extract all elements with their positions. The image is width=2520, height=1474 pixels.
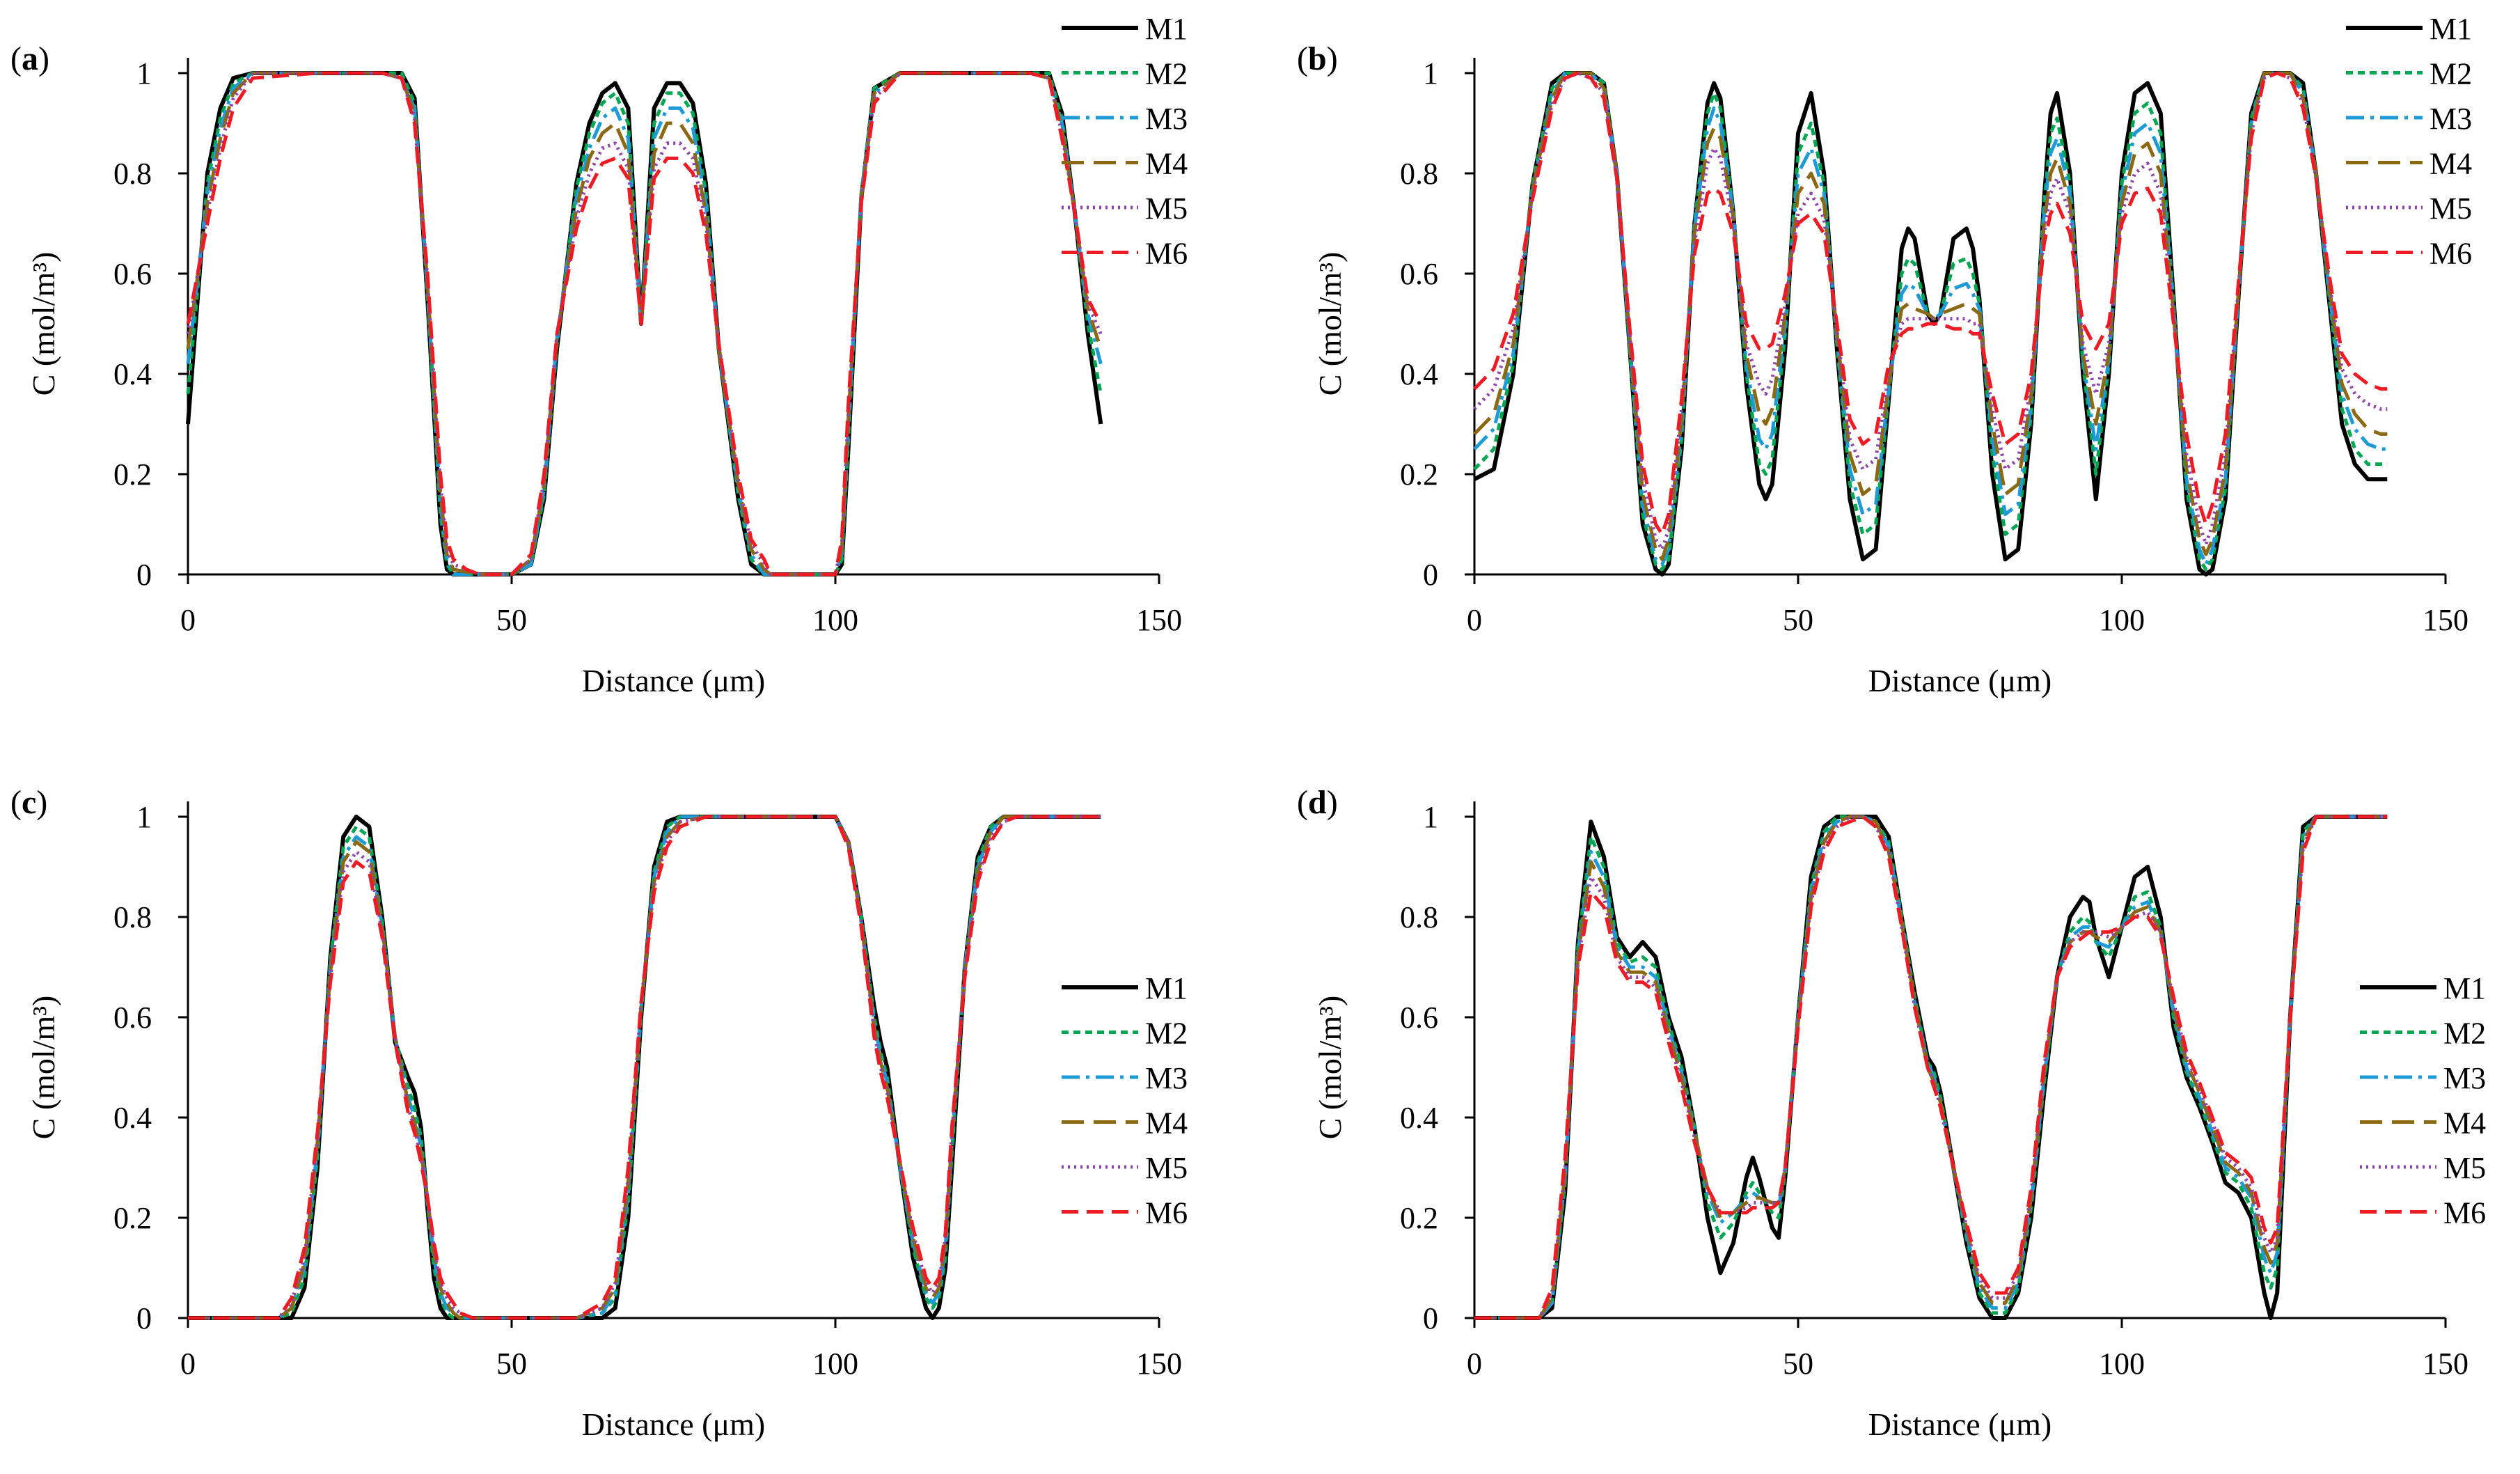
x-tick-label-d: 150 — [2423, 1347, 2468, 1381]
series-line-m4-a — [186, 71, 1103, 577]
y-tick-label-c: 0.8 — [113, 900, 152, 934]
legend-label-m3-d: M3 — [2443, 1061, 2486, 1095]
x-tick-label-b: 50 — [1783, 603, 1813, 637]
legend-label-m4-b: M4 — [2430, 147, 2472, 181]
y-tick-label-b: 1 — [1423, 56, 1438, 91]
series-line-m6-a — [186, 71, 1103, 577]
legend-label-m6-a: M6 — [1145, 237, 1188, 271]
y-tick-label-b: 0.8 — [1400, 157, 1438, 191]
x-tick-label-c: 100 — [812, 1347, 858, 1381]
series-line-m3-c — [188, 815, 1101, 1320]
series-line-m5-b — [1473, 71, 2388, 551]
legend-label-m1-a: M1 — [1145, 12, 1188, 46]
y-tick-label-a: 0.2 — [113, 457, 152, 492]
legend-label-m3-b: M3 — [2430, 102, 2472, 136]
panel-label-b: (b) — [1297, 40, 1338, 77]
y-tick-label-d: 0.8 — [1400, 900, 1438, 934]
legend-label-m5-a: M5 — [1145, 191, 1188, 226]
series-line-m3-a — [186, 71, 1103, 577]
series-line-m4-b — [1473, 71, 2388, 561]
y-tick-label-b: 0.2 — [1400, 457, 1438, 492]
legend-label-m1-b: M1 — [2430, 12, 2472, 46]
y-tick-label-c: 0 — [136, 1301, 152, 1335]
y-tick-label-d: 0.6 — [1400, 1001, 1438, 1035]
y-tick-label-d: 1 — [1423, 800, 1438, 834]
x-axis-title-c: Distance (μm) — [582, 1406, 766, 1442]
y-tick-label-b: 0.4 — [1400, 357, 1438, 391]
legend-label-m1-d: M1 — [2443, 971, 2486, 1005]
x-axis-title-b: Distance (μm) — [1868, 663, 2052, 698]
x-tick-label-b: 100 — [2099, 603, 2145, 637]
y-axis-title-c: C (mol/m³) — [26, 996, 61, 1140]
y-tick-label-d: 0.2 — [1400, 1201, 1438, 1235]
panel-label-a: (a) — [10, 40, 49, 77]
y-tick-label-a: 0.4 — [113, 357, 152, 391]
y-tick-label-c: 0.6 — [113, 1001, 152, 1035]
legend-label-m2-d: M2 — [2443, 1017, 2486, 1051]
x-tick-label-c: 150 — [1136, 1347, 1182, 1381]
legend-label-m3-c: M3 — [1145, 1061, 1188, 1095]
legend-label-m2-b: M2 — [2430, 57, 2472, 91]
x-tick-label-d: 0 — [1467, 1347, 1482, 1381]
x-tick-label-a: 150 — [1136, 603, 1182, 637]
legend-label-m2-c: M2 — [1145, 1017, 1188, 1051]
legend-label-m4-d: M4 — [2443, 1106, 2486, 1140]
x-axis-title-d: Distance (μm) — [1868, 1406, 2052, 1442]
x-tick-label-d: 50 — [1783, 1347, 1813, 1381]
y-tick-label-d: 0.4 — [1400, 1101, 1438, 1135]
y-tick-label-a: 1 — [136, 56, 152, 91]
panel-label-d: (d) — [1297, 784, 1338, 821]
x-tick-label-c: 50 — [496, 1347, 527, 1381]
x-tick-label-a: 0 — [180, 603, 196, 637]
legend-label-m4-c: M4 — [1145, 1106, 1188, 1140]
series-line-m2-a — [186, 71, 1103, 577]
x-axis-title-a: Distance (μm) — [582, 663, 766, 698]
x-tick-label-b: 150 — [2423, 603, 2468, 637]
series-line-m6-b — [1473, 71, 2388, 536]
legend-label-m5-c: M5 — [1145, 1151, 1188, 1185]
y-tick-label-a: 0 — [136, 558, 152, 592]
y-tick-label-c: 0.2 — [113, 1201, 152, 1235]
y-tick-label-a: 0.6 — [113, 257, 152, 291]
y-tick-label-c: 1 — [136, 800, 152, 834]
y-tick-label-a: 0.8 — [113, 157, 152, 191]
series-line-m3-d — [1474, 815, 2388, 1320]
y-tick-label-d: 0 — [1423, 1301, 1438, 1335]
y-tick-label-b: 0.6 — [1400, 257, 1438, 291]
x-tick-label-b: 0 — [1467, 603, 1482, 637]
y-axis-title-d: C (mol/m³) — [1312, 996, 1348, 1140]
x-tick-label-a: 50 — [496, 603, 527, 637]
legend-label-m1-c: M1 — [1145, 971, 1188, 1005]
legend-label-m4-a: M4 — [1145, 147, 1188, 181]
series-line-m5-a — [186, 71, 1103, 577]
series-line-m6-d — [1474, 815, 2388, 1320]
legend-label-m6-b: M6 — [2430, 237, 2472, 271]
y-axis-title-a: C (mol/m³) — [26, 252, 61, 396]
x-tick-label-c: 0 — [180, 1347, 196, 1381]
series-line-m6-c — [188, 815, 1101, 1320]
legend-label-m6-d: M6 — [2443, 1196, 2486, 1230]
legend-label-m3-a: M3 — [1145, 102, 1188, 136]
y-tick-label-c: 0.4 — [113, 1101, 152, 1135]
x-tick-label-d: 100 — [2099, 1347, 2145, 1381]
y-axis-title-b: C (mol/m³) — [1312, 252, 1348, 396]
legend-label-m2-a: M2 — [1145, 57, 1188, 91]
y-tick-label-b: 0 — [1423, 558, 1438, 592]
legend-label-m5-d: M5 — [2443, 1151, 2486, 1185]
x-tick-label-a: 100 — [812, 603, 858, 637]
series-line-m1-a — [186, 71, 1103, 577]
legend-label-m6-c: M6 — [1145, 1196, 1188, 1230]
panel-label-c: (c) — [10, 784, 47, 821]
legend-label-m5-b: M5 — [2430, 191, 2472, 226]
